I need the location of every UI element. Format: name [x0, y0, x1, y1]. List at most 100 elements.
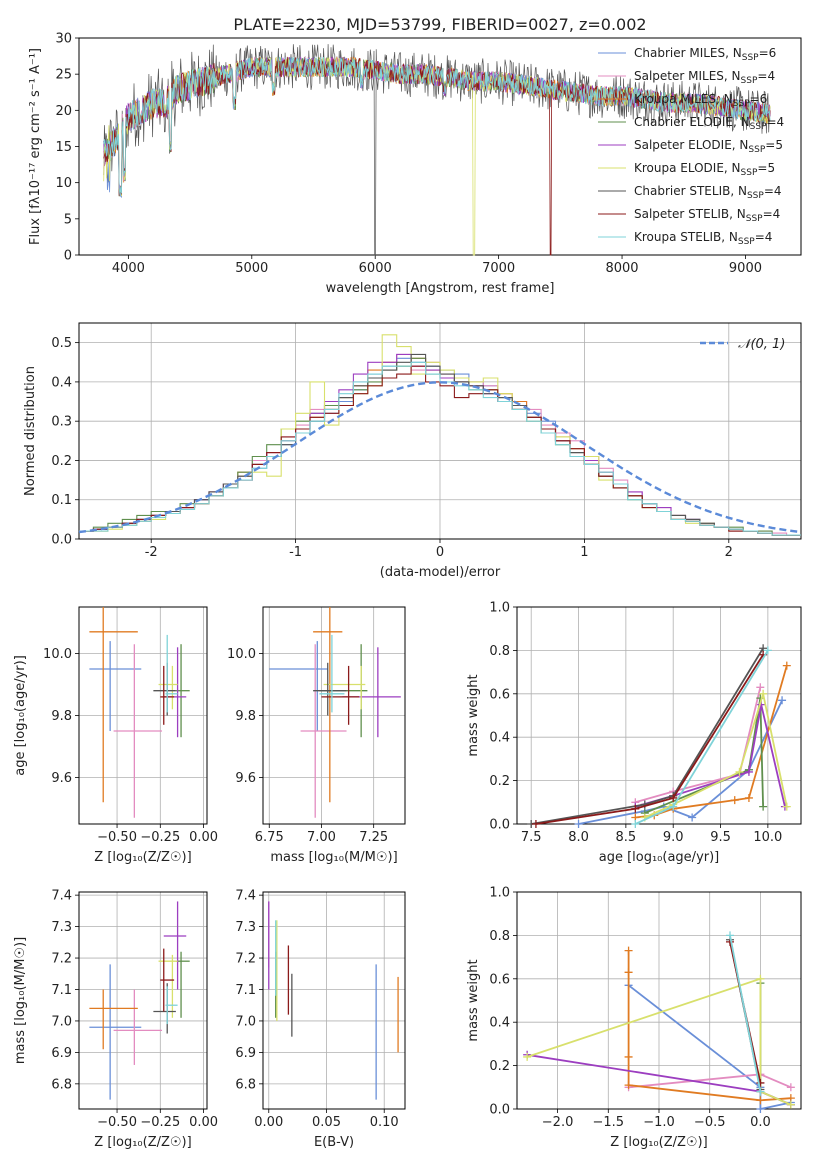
y-tick-label: 7.1 [235, 983, 256, 998]
weight-line-chabrier-stelib [531, 647, 764, 825]
errorbar-salpeter-elodie [163, 901, 187, 990]
spectrum-line-chabrier-stelib [103, 44, 771, 256]
y-tick-label: 0.4 [489, 1016, 510, 1031]
y-tick-label: 0.6 [489, 972, 510, 987]
y-axis-label: mass weight [466, 959, 481, 1041]
legend-label: Chabrier ELODIE, NSSP=4 [634, 115, 784, 132]
weight-marker [782, 802, 791, 811]
errorbar-kroupa-miles [313, 607, 343, 803]
y-tick-label: 6.8 [235, 1077, 256, 1092]
y-tick-label: 7.4 [235, 889, 256, 904]
y-axis-label: mass weight [466, 674, 481, 756]
y-tick-label: 7.0 [51, 1014, 72, 1029]
age_vs_Z-axes: −0.50 −0.25 0.00 9.6 9.8 10.0 Z [log₁₀(Z/Z☉)] a… [13, 606, 218, 865]
x-tick-label: 7000 [482, 261, 515, 276]
mass_vs_Z-points [89, 901, 190, 1100]
errorbar-salpeter-miles [300, 644, 347, 818]
weight-marker [756, 974, 765, 983]
y-tick-label: 0.2 [489, 1059, 510, 1074]
y-tick-label: 7.3 [51, 920, 72, 935]
weight-marker [631, 804, 640, 813]
y-tick-label: 15 [55, 140, 72, 155]
y-tick-label: 0.0 [51, 533, 72, 548]
weight-marker [531, 820, 540, 828]
y-tick-label: 0.4 [51, 375, 72, 390]
errorbar-kroupa-stelib [319, 634, 345, 713]
y-axis-label: Normed distribution [23, 366, 38, 496]
legend-label: Salpeter STELIB, NSSP=4 [634, 207, 780, 224]
x-tick-label: -2 [145, 545, 158, 560]
legend-label: Chabrier MILES, NSSP=6 [634, 46, 776, 63]
axes-frame [262, 891, 406, 1110]
spectrum-lines [103, 44, 771, 256]
x-tick-label: 10.0 [753, 830, 782, 845]
weight-marker [756, 1105, 765, 1113]
weight-marker [669, 802, 678, 811]
x-tick-label: 9000 [729, 261, 762, 276]
y-tick-label: 0.2 [51, 454, 72, 469]
y-tick-label: 30 [55, 32, 72, 47]
x-tick-label: 6.75 [255, 830, 284, 845]
weight-marker [631, 820, 640, 828]
errorbar-kroupa-elodie [158, 954, 178, 1018]
axes-frame [78, 891, 208, 1110]
y-tick-label: 10.0 [43, 647, 72, 662]
x-tick-label: −0.50 [97, 1115, 137, 1130]
errorbar-chabrier-miles [269, 641, 328, 731]
weight-marker [624, 968, 633, 977]
axes-frame [262, 606, 406, 825]
x-tick-label: −1.5 [592, 1115, 624, 1130]
weight-marker [624, 1052, 633, 1061]
y-axis-label: mass [log₁₀(M/M☉)] [13, 937, 28, 1064]
y-tick-label: 6.8 [51, 1077, 72, 1092]
y-tick-label: 5 [64, 212, 72, 227]
weight-line-kroupa-stelib [729, 935, 762, 1092]
x-tick-label: −1.0 [643, 1115, 675, 1130]
y-tick-label: 0.8 [489, 644, 510, 659]
x-tick-label: 0.05 [312, 1115, 341, 1130]
errorbar-salpeter-miles [113, 989, 163, 1065]
errorbar-kroupa-elodie [323, 665, 366, 710]
x-tick-label: 8.0 [568, 830, 589, 845]
weight-marker [688, 813, 697, 822]
y-tick-label: 20 [55, 104, 72, 119]
y-tick-label: 0.6 [489, 687, 510, 702]
y-tick-label: 0.5 [51, 336, 72, 351]
legend-label: Kroupa MILES, NSSP=6 [634, 92, 767, 109]
axes-frame [78, 322, 802, 540]
x-tick-label: 0.00 [254, 1115, 283, 1130]
y-tick-label: 9.6 [235, 771, 256, 786]
weight-marker [759, 802, 768, 811]
weight-marker [786, 1083, 795, 1092]
age_vs_mass-points [269, 607, 401, 818]
x-tick-label: −0.25 [140, 830, 180, 845]
weight-marker [730, 796, 739, 805]
weight-marker [574, 820, 583, 828]
spectrum-legend: Chabrier MILES, NSSP=6 Salpeter MILES, NS… [598, 46, 784, 247]
x-axis-label: Z [log₁₀(Z/Z☉)] [94, 850, 191, 865]
legend-label: Salpeter MILES, NSSP=4 [634, 69, 775, 86]
x-axis-label: (data-model)/error [380, 565, 501, 580]
weight-marker [624, 946, 633, 955]
weight_vs_age-lines [527, 644, 791, 828]
y-tick-label: 7.3 [235, 920, 256, 935]
mass_vs_Z-axes: −0.50 −0.25 0.00 6.8 6.9 7.0 7.1 7.2 7.3 7.4 Z [lo… [13, 889, 218, 1150]
y-tick-label: 10.0 [227, 647, 256, 662]
errorbar-chabrier-miles [89, 964, 142, 1100]
x-tick-label: 6000 [359, 261, 392, 276]
weight-marker [669, 793, 678, 802]
x-tick-label: 0.10 [370, 1115, 399, 1130]
x-tick-label: −0.50 [97, 830, 137, 845]
x-tick-label: -1 [289, 545, 302, 560]
x-tick-label: 8.5 [616, 830, 637, 845]
weight-marker [756, 1087, 765, 1096]
weight-marker [744, 793, 753, 802]
weight-marker [763, 646, 772, 655]
errorbar-kroupa-stelib [165, 634, 178, 713]
y-tick-label: 7.0 [235, 1014, 256, 1029]
x-tick-label: 1 [580, 545, 588, 560]
spectrum-axes: 4000 5000 6000 7000 8000 9000 0 5 10 15 20 25 30 wave… [28, 15, 802, 296]
x-tick-label: 9.5 [710, 830, 731, 845]
errorbar-chabrier-miles [89, 641, 142, 731]
